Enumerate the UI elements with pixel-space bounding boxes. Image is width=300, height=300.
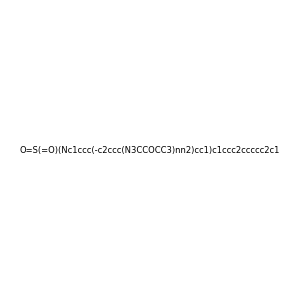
Text: O=S(=O)(Nc1ccc(-c2ccc(N3CCOCC3)nn2)cc1)c1ccc2ccccc2c1: O=S(=O)(Nc1ccc(-c2ccc(N3CCOCC3)nn2)cc1)c…	[20, 146, 280, 154]
